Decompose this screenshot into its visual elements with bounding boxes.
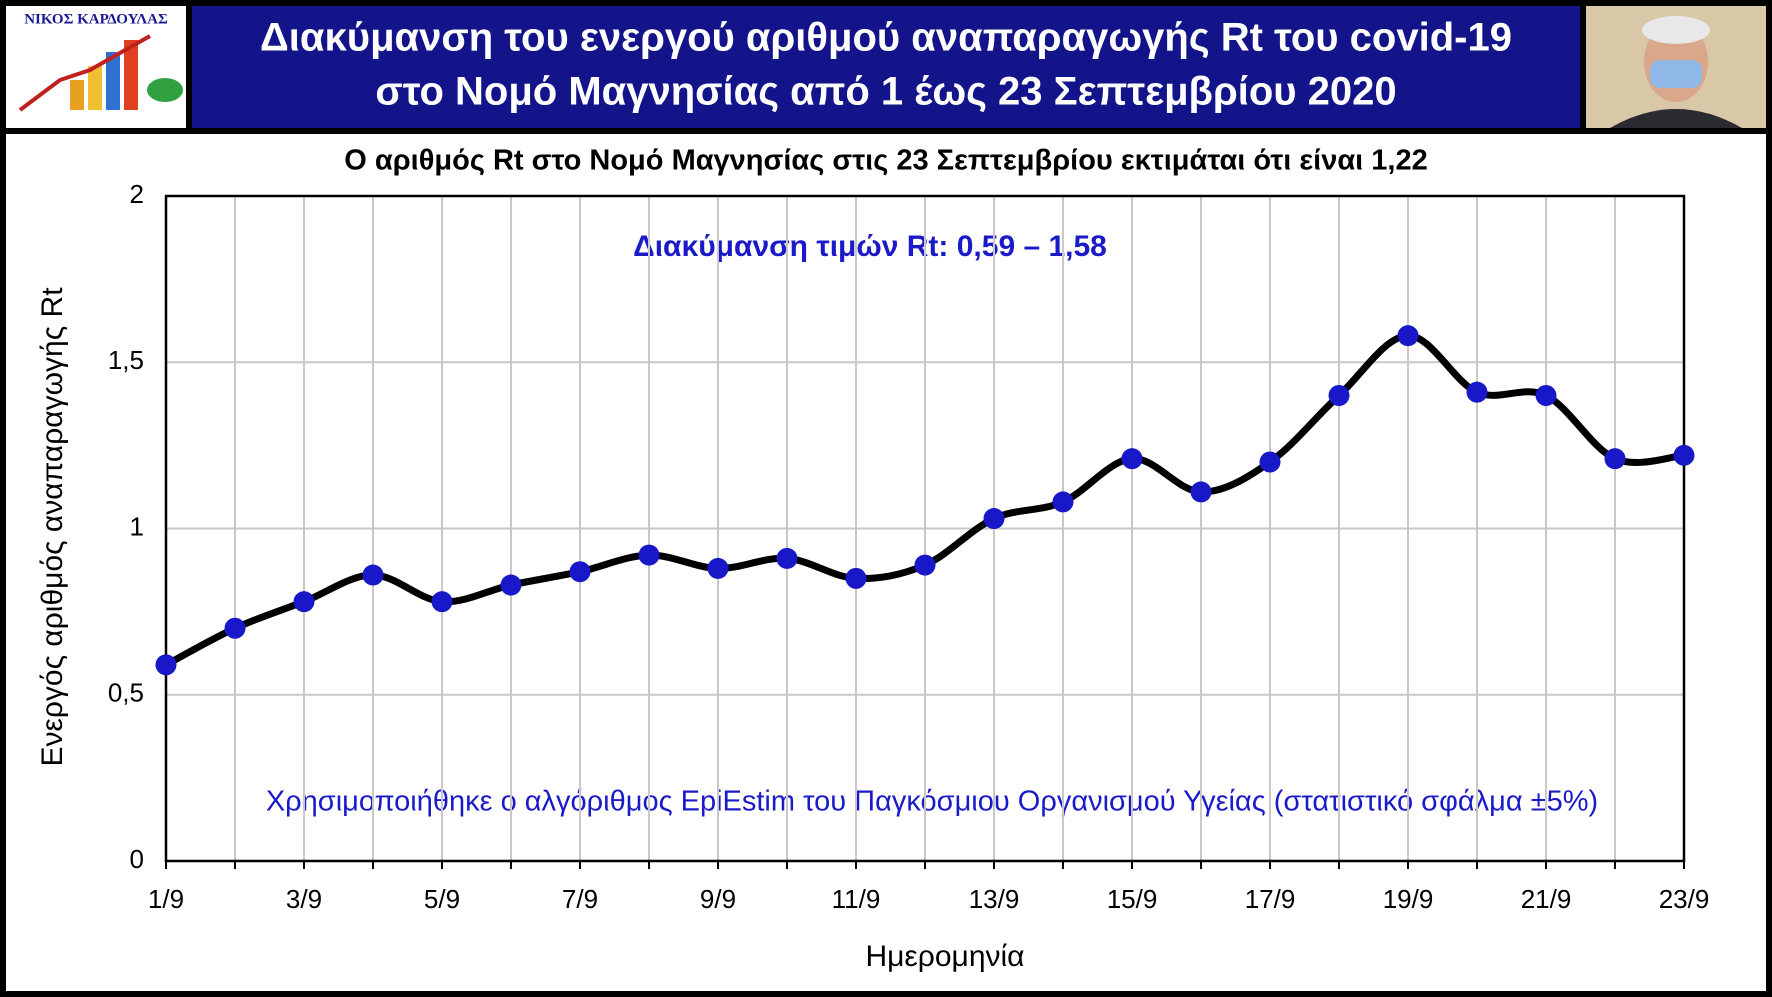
title-line: Διακύμανση του ενεργού αριθμού αναπαραγω… bbox=[260, 16, 1512, 60]
subtitle: Ο αριθμός Rt στο Νομό Μαγνησίας στις 23 … bbox=[344, 145, 1427, 177]
marker bbox=[500, 574, 522, 596]
marker bbox=[638, 544, 660, 566]
marker bbox=[155, 654, 177, 676]
marker bbox=[776, 547, 798, 569]
annotation: Διακύμανση τιμών Rt: 0,59 – 1,58 bbox=[633, 230, 1107, 263]
marker bbox=[1397, 325, 1419, 347]
x-tick-label: 17/9 bbox=[1245, 884, 1296, 914]
x-tick-label: 7/9 bbox=[562, 884, 598, 914]
x-tick-label: 9/9 bbox=[700, 884, 736, 914]
title-line: στο Νομό Μαγνησίας από 1 έως 23 Σεπτεμβρ… bbox=[375, 70, 1396, 114]
marker bbox=[1604, 448, 1626, 470]
plot-border bbox=[164, 194, 1686, 863]
x-tick-label: 13/9 bbox=[969, 884, 1020, 914]
marker bbox=[1328, 385, 1350, 406]
y-tick-label: 0 bbox=[130, 844, 144, 874]
marker bbox=[1673, 444, 1695, 466]
x-tick-label: 15/9 bbox=[1107, 884, 1158, 914]
x-tick-label: 21/9 bbox=[1521, 884, 1572, 914]
marker bbox=[983, 508, 1005, 530]
x-tick-label: 23/9 bbox=[1659, 884, 1710, 914]
y-tick-label: 0,5 bbox=[108, 678, 144, 708]
marker bbox=[431, 591, 453, 613]
header bbox=[192, 6, 1580, 128]
photo bbox=[1586, 6, 1766, 128]
y-tick-label: 2 bbox=[130, 179, 144, 209]
logo-text: ΝΙΚΟΣ ΚΑΡΔΟΥΛΑΣ bbox=[24, 11, 168, 27]
x-tick-label: 19/9 bbox=[1383, 884, 1434, 914]
marker bbox=[914, 554, 936, 576]
marker bbox=[1466, 381, 1488, 403]
marker bbox=[1535, 385, 1557, 406]
marker bbox=[845, 567, 867, 589]
annotation: Χρησιμοποιήθηκε ο αλγόριθμος EpiEstim το… bbox=[266, 786, 1598, 818]
x-tick-label: 3/9 bbox=[286, 884, 322, 914]
y-tick-label: 1 bbox=[130, 511, 144, 541]
marker bbox=[1190, 481, 1212, 503]
y-tick-label: 1,5 bbox=[108, 345, 144, 375]
chart-panel bbox=[6, 134, 1766, 991]
marker bbox=[569, 561, 591, 583]
marker bbox=[1052, 491, 1074, 513]
logo-graphic bbox=[18, 34, 183, 112]
marker bbox=[362, 564, 384, 586]
marker bbox=[224, 617, 246, 639]
x-axis-title: Ημερομηνία bbox=[865, 940, 1024, 973]
x-tick-label: 5/9 bbox=[424, 884, 460, 914]
x-tick-label: 11/9 bbox=[832, 884, 881, 914]
marker bbox=[1259, 451, 1281, 473]
marker bbox=[707, 557, 729, 579]
x-tick-label: 1/9 bbox=[148, 884, 184, 914]
y-axis-title: Ενεργός αριθμός αναπαραγωγής Rt bbox=[36, 287, 69, 767]
marker bbox=[1121, 448, 1143, 470]
marker bbox=[293, 591, 315, 613]
